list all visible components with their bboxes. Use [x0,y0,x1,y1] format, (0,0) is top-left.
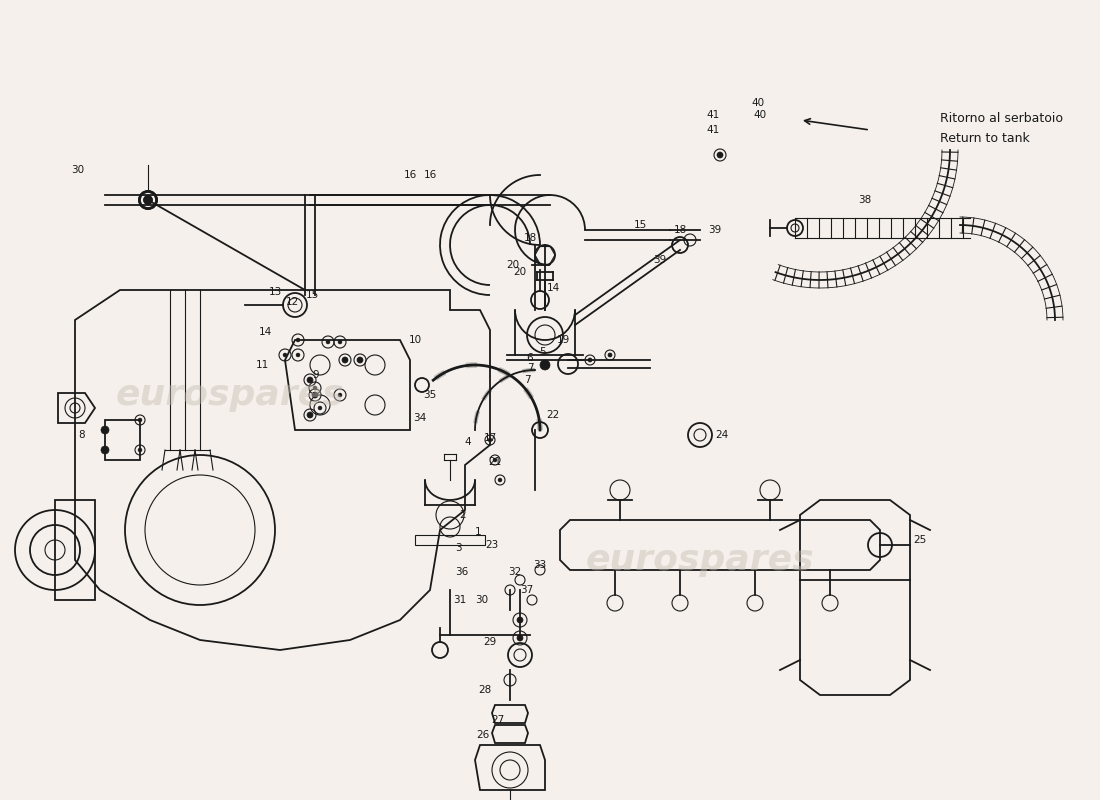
Text: 9: 9 [312,370,319,380]
Circle shape [307,412,314,418]
Circle shape [138,448,142,452]
Text: 33: 33 [534,560,547,570]
Text: 1: 1 [475,527,482,537]
Text: 30: 30 [475,595,488,605]
Text: 20: 20 [506,260,519,270]
Text: Ritorno al serbatoio: Ritorno al serbatoio [940,111,1063,125]
Text: 39: 39 [653,255,667,265]
Text: 15: 15 [634,220,647,230]
Text: 38: 38 [858,195,871,205]
Circle shape [138,418,142,422]
Text: 16: 16 [404,170,417,180]
Circle shape [296,338,300,342]
Text: Return to tank: Return to tank [940,131,1030,145]
Text: 40: 40 [754,110,767,120]
Circle shape [326,340,330,344]
Text: 16: 16 [424,170,437,180]
Text: 22: 22 [547,410,560,420]
Text: 18: 18 [524,233,537,243]
Text: 35: 35 [424,390,437,400]
Text: 19: 19 [557,335,570,345]
Text: 32: 32 [508,567,521,577]
Text: 14: 14 [547,283,560,293]
Circle shape [312,392,318,398]
Text: 31: 31 [453,595,466,605]
Circle shape [318,406,322,410]
Text: 11: 11 [255,360,268,370]
Circle shape [307,377,314,383]
Text: 5: 5 [539,347,546,357]
Text: 28: 28 [478,685,492,695]
Circle shape [101,426,109,434]
Text: 26: 26 [476,730,490,740]
Text: 29: 29 [483,637,496,647]
Text: 17: 17 [483,433,496,443]
Text: 24: 24 [715,430,728,440]
Circle shape [358,357,363,363]
Text: 27: 27 [492,715,505,725]
Text: 8: 8 [79,430,86,440]
Circle shape [144,196,152,204]
Circle shape [101,446,109,454]
Text: 3: 3 [454,543,461,553]
Text: 4: 4 [464,437,471,447]
Text: 2: 2 [460,510,466,520]
Circle shape [314,386,317,390]
Circle shape [717,152,723,158]
Text: 25: 25 [913,535,926,545]
Text: 41: 41 [706,125,719,135]
Text: 13: 13 [268,287,282,297]
Circle shape [608,353,612,357]
Circle shape [517,635,522,641]
Text: 20: 20 [514,267,527,277]
Text: 7: 7 [524,375,530,385]
Text: 37: 37 [520,585,534,595]
Circle shape [588,358,592,362]
Circle shape [283,353,287,357]
Text: 40: 40 [751,98,764,108]
Text: 41: 41 [706,110,719,120]
Text: 7: 7 [527,363,534,373]
Circle shape [338,393,342,397]
Circle shape [540,360,550,370]
Text: 36: 36 [455,567,469,577]
Circle shape [493,458,497,462]
Text: 30: 30 [72,165,85,175]
Text: 14: 14 [258,327,272,337]
Circle shape [342,357,348,363]
Circle shape [338,340,342,344]
Text: 15: 15 [306,290,319,300]
Text: 39: 39 [708,225,722,235]
Text: 23: 23 [485,540,498,550]
Text: 34: 34 [414,413,427,423]
Circle shape [488,438,492,442]
Text: 21: 21 [488,457,502,467]
Text: eurospares: eurospares [116,378,344,412]
Circle shape [517,617,522,623]
Text: 12: 12 [285,297,298,307]
Circle shape [498,478,502,482]
Circle shape [296,353,300,357]
Text: eurospares: eurospares [585,543,814,577]
Text: 18: 18 [673,225,686,235]
Text: 6: 6 [527,353,534,363]
Text: 10: 10 [408,335,421,345]
